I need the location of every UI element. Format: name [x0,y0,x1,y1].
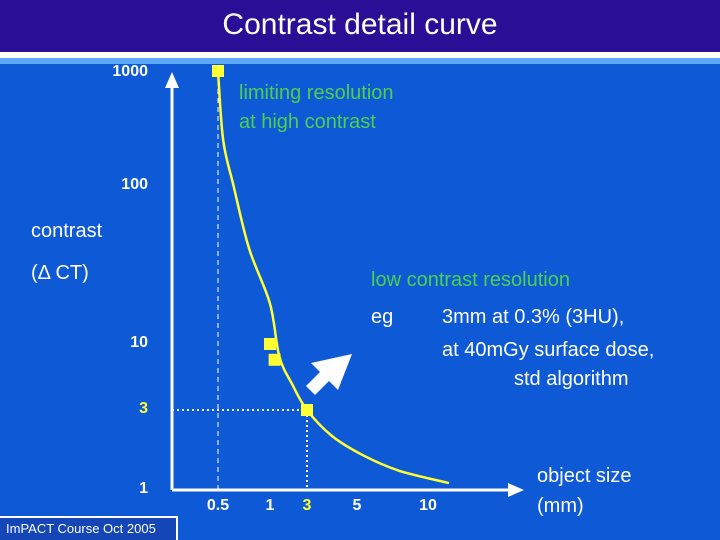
limiting-resolution-line2: at high contrast [239,111,376,133]
eg-label: eg [371,306,394,328]
contrast-detail-curve [216,70,450,485]
footer-course-label: ImPACT Course Oct 2005 [0,516,178,540]
x-tick-label: 3 [302,497,312,514]
example-line2: at 40mGy surface dose, [442,339,655,361]
x-tick-label: 1 [265,497,275,514]
title-rule-white [0,52,720,58]
pointer-arrow-icon [306,354,352,395]
y-tick-label: 10 [130,334,148,351]
y-tick-label: 1000 [112,63,148,80]
y-tick-label: 3 [139,400,148,417]
x-axis-arrowhead [508,483,524,497]
y-tick-label: 100 [121,176,148,193]
example-line1: 3mm at 0.3% (3HU), [442,306,625,328]
y-tick-label: 1 [139,480,148,497]
y-axis-label-line1: contrast [31,220,103,242]
x-axis-label-line1: object size [537,465,632,487]
example-line3: std algorithm [514,368,629,390]
low-contrast-heading: low contrast resolution [371,269,570,291]
curve-marker [212,65,224,77]
y-axis-arrowhead [165,72,179,88]
curve-marker [301,404,313,416]
y-axis-label-line2: (Δ CT) [31,262,89,284]
x-tick-label: 10 [419,497,437,514]
curve-marker [264,338,276,350]
curve-marker [268,353,281,366]
x-axis-label-line2: (mm) [537,495,584,517]
x-tick-label: 5 [352,497,362,514]
limiting-resolution-line1: limiting resolution [239,82,394,104]
x-tick-label: 0.5 [206,497,230,514]
slide-title: Contrast detail curve [222,8,498,41]
title-rule-blue [0,58,720,64]
title-bar [0,0,720,52]
